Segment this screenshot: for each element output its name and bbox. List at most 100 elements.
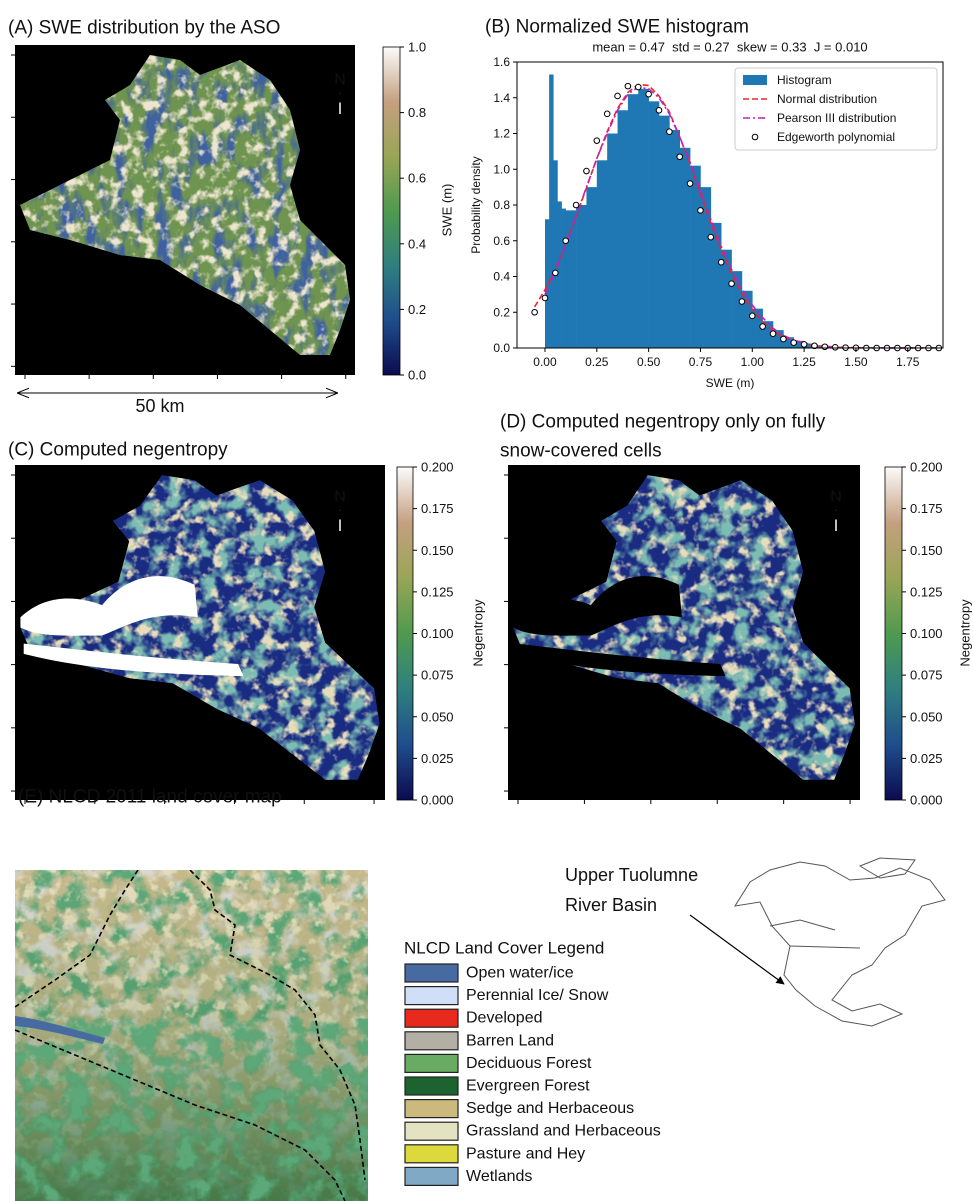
- colorbar-tick-label: 0.0: [408, 368, 426, 383]
- edgeworth-point: [748, 312, 756, 320]
- legend-label: Pearson III distribution: [777, 111, 896, 125]
- legend-label: Pasture and Hey: [466, 1145, 585, 1162]
- panel-title: (A) SWE distribution by the ASO: [8, 18, 280, 39]
- histogram-bar: [710, 222, 722, 348]
- y-tick-label: 1.6: [493, 55, 510, 69]
- legend-swatch: [404, 1098, 459, 1119]
- histogram-bar: [586, 187, 598, 348]
- distribution-line: [533, 83, 939, 349]
- edgeworth-point: [728, 280, 735, 287]
- legend-label: Edgeworth polynomial: [777, 130, 895, 144]
- histogram-bar: [762, 321, 774, 348]
- colorbar-tick-label: 0.8: [408, 105, 426, 120]
- edgeworth-point: [697, 207, 704, 214]
- colorbar-tick-label: 0.6: [408, 171, 426, 186]
- north-label: N: [334, 489, 346, 506]
- legend-label: Developed: [466, 1010, 543, 1027]
- x-tick-label: 0.75: [689, 355, 713, 369]
- colorbar-tick-label: 0.150: [421, 543, 454, 558]
- panel-title: (D) Computed negentropy only on fully: [500, 412, 826, 433]
- x-tick-label: 0.50: [637, 355, 661, 369]
- legend-label: Perennial Ice/ Snow: [466, 987, 609, 1004]
- colorbar-tick-label: 0.075: [421, 668, 454, 683]
- edgeworth-point: [603, 110, 611, 118]
- colorbar-label: Negentropy: [958, 599, 973, 667]
- edgeworth-point: [780, 335, 787, 343]
- edgeworth-point: [831, 343, 839, 351]
- y-tick-label: 0.8: [493, 198, 510, 212]
- histogram-bar: [804, 343, 815, 348]
- legend-title: NLCD Land Cover Legend: [404, 939, 604, 958]
- colorbar: [884, 466, 903, 801]
- x-tick-label: 1.75: [896, 355, 920, 369]
- colorbar-tick-label: 0.175: [910, 501, 943, 516]
- edgeworth-point: [790, 339, 798, 346]
- colorbar-label: SWE (m): [440, 184, 455, 237]
- continent-outline: [733, 857, 946, 1027]
- colorbar-tick-label: 0.2: [408, 302, 426, 317]
- edgeworth-point: [738, 298, 746, 305]
- histogram-bar: [741, 290, 753, 348]
- edgeworth-point: [821, 343, 829, 351]
- legend-label: Histogram: [777, 73, 832, 87]
- legend-box: [734, 67, 938, 151]
- landcover-map: [15, 870, 368, 1201]
- legend-swatch: [404, 1166, 459, 1187]
- histogram-bar: [752, 308, 763, 348]
- histogram-bar: [731, 271, 743, 348]
- panel-title: (C) Computed negentropy: [8, 440, 228, 461]
- edgeworth-point: [655, 106, 663, 114]
- legend-label: Sedge and Herbaceous: [466, 1100, 634, 1117]
- annotation: Upper Tuolumne: [565, 865, 698, 885]
- water: [15, 1016, 105, 1044]
- edgeworth-point: [769, 330, 777, 338]
- edgeworth-point: [759, 323, 766, 330]
- colorbar-tick-label: 1.0: [408, 40, 426, 55]
- colorbar-tick-label: 0.075: [910, 668, 943, 683]
- edgeworth-point: [583, 167, 590, 175]
- histogram-bar: [793, 340, 805, 348]
- legend-label: Evergreen Forest: [466, 1078, 590, 1095]
- colorbar-tick-label: 0.000: [910, 793, 943, 808]
- edgeworth-point: [645, 90, 652, 98]
- histogram-bar: [648, 101, 660, 348]
- panel-title: (B) Normalized SWE histogram: [485, 17, 749, 38]
- y-tick-label: 0.6: [493, 234, 510, 248]
- legend-swatch: [404, 985, 459, 1006]
- legend-swatch: [404, 1121, 459, 1141]
- histogram-bar: [576, 205, 587, 348]
- map-texture: [15, 1035, 368, 1201]
- colorbar-tick-label: 0.125: [910, 584, 943, 599]
- colorbar-tick-label: 0.025: [421, 751, 454, 766]
- legend-label: Wetlands: [466, 1168, 532, 1185]
- legend-label: Open water/ice: [466, 965, 574, 982]
- y-tick-label: 0.2: [493, 305, 510, 319]
- annotation-arrow: [689, 914, 785, 985]
- y-tick-label: 1.4: [493, 91, 510, 105]
- histogram-bar: [565, 210, 577, 348]
- legend-swatch: [404, 963, 459, 983]
- x-tick-label: 1.25: [792, 355, 816, 369]
- legend-swatch: [743, 75, 767, 85]
- x-tick-label: 0.25: [585, 355, 609, 369]
- masked-area: [516, 643, 726, 677]
- y-axis-label: Probability density: [469, 156, 483, 253]
- edgeworth-point: [800, 341, 808, 348]
- edgeworth-point: [541, 294, 549, 302]
- histogram-bar: [669, 129, 681, 348]
- x-tick-label: 1.00: [741, 355, 765, 369]
- north-label: N: [334, 72, 346, 89]
- edgeworth-point: [572, 201, 580, 209]
- colorbar-tick-label: 0.050: [910, 709, 943, 724]
- edgeworth-point: [686, 180, 694, 187]
- colorbar-tick-label: 0.150: [910, 543, 943, 558]
- legend-swatch: [404, 1031, 459, 1051]
- edgeworth-point: [562, 237, 570, 245]
- legend-swatch: [404, 1008, 459, 1028]
- histogram-bar: [690, 165, 701, 348]
- histogram-bar: [700, 187, 712, 348]
- y-tick-label: 0.4: [493, 270, 510, 284]
- colorbar-label: Negentropy: [471, 599, 486, 667]
- x-tick-label: 1.50: [844, 355, 868, 369]
- panel-title: (E) NLCD 2011 land cover map: [18, 787, 282, 808]
